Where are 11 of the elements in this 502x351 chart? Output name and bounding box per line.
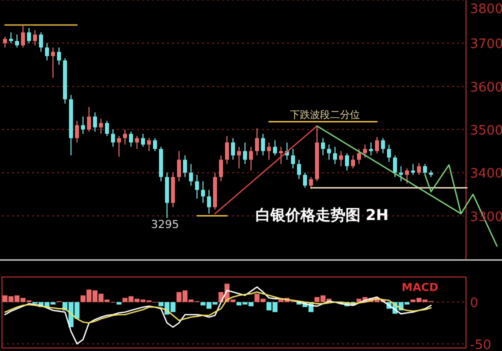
annotation: 3295	[151, 218, 179, 231]
y-tick-label: 3400	[470, 166, 502, 182]
y-tick-label: 3500	[470, 124, 502, 138]
y-tick-label: -50	[470, 338, 492, 351]
y-tick-label: 3700	[470, 37, 502, 52]
annotation: 下跌波段二分位	[290, 109, 360, 121]
chart-title: MACD	[402, 281, 438, 294]
y-tick-label: 3800	[470, 2, 502, 17]
y-tick-label: 3600	[470, 80, 502, 96]
annotation: 白银价格走势图 2H	[255, 206, 389, 224]
y-tick-label: 0	[470, 296, 478, 312]
